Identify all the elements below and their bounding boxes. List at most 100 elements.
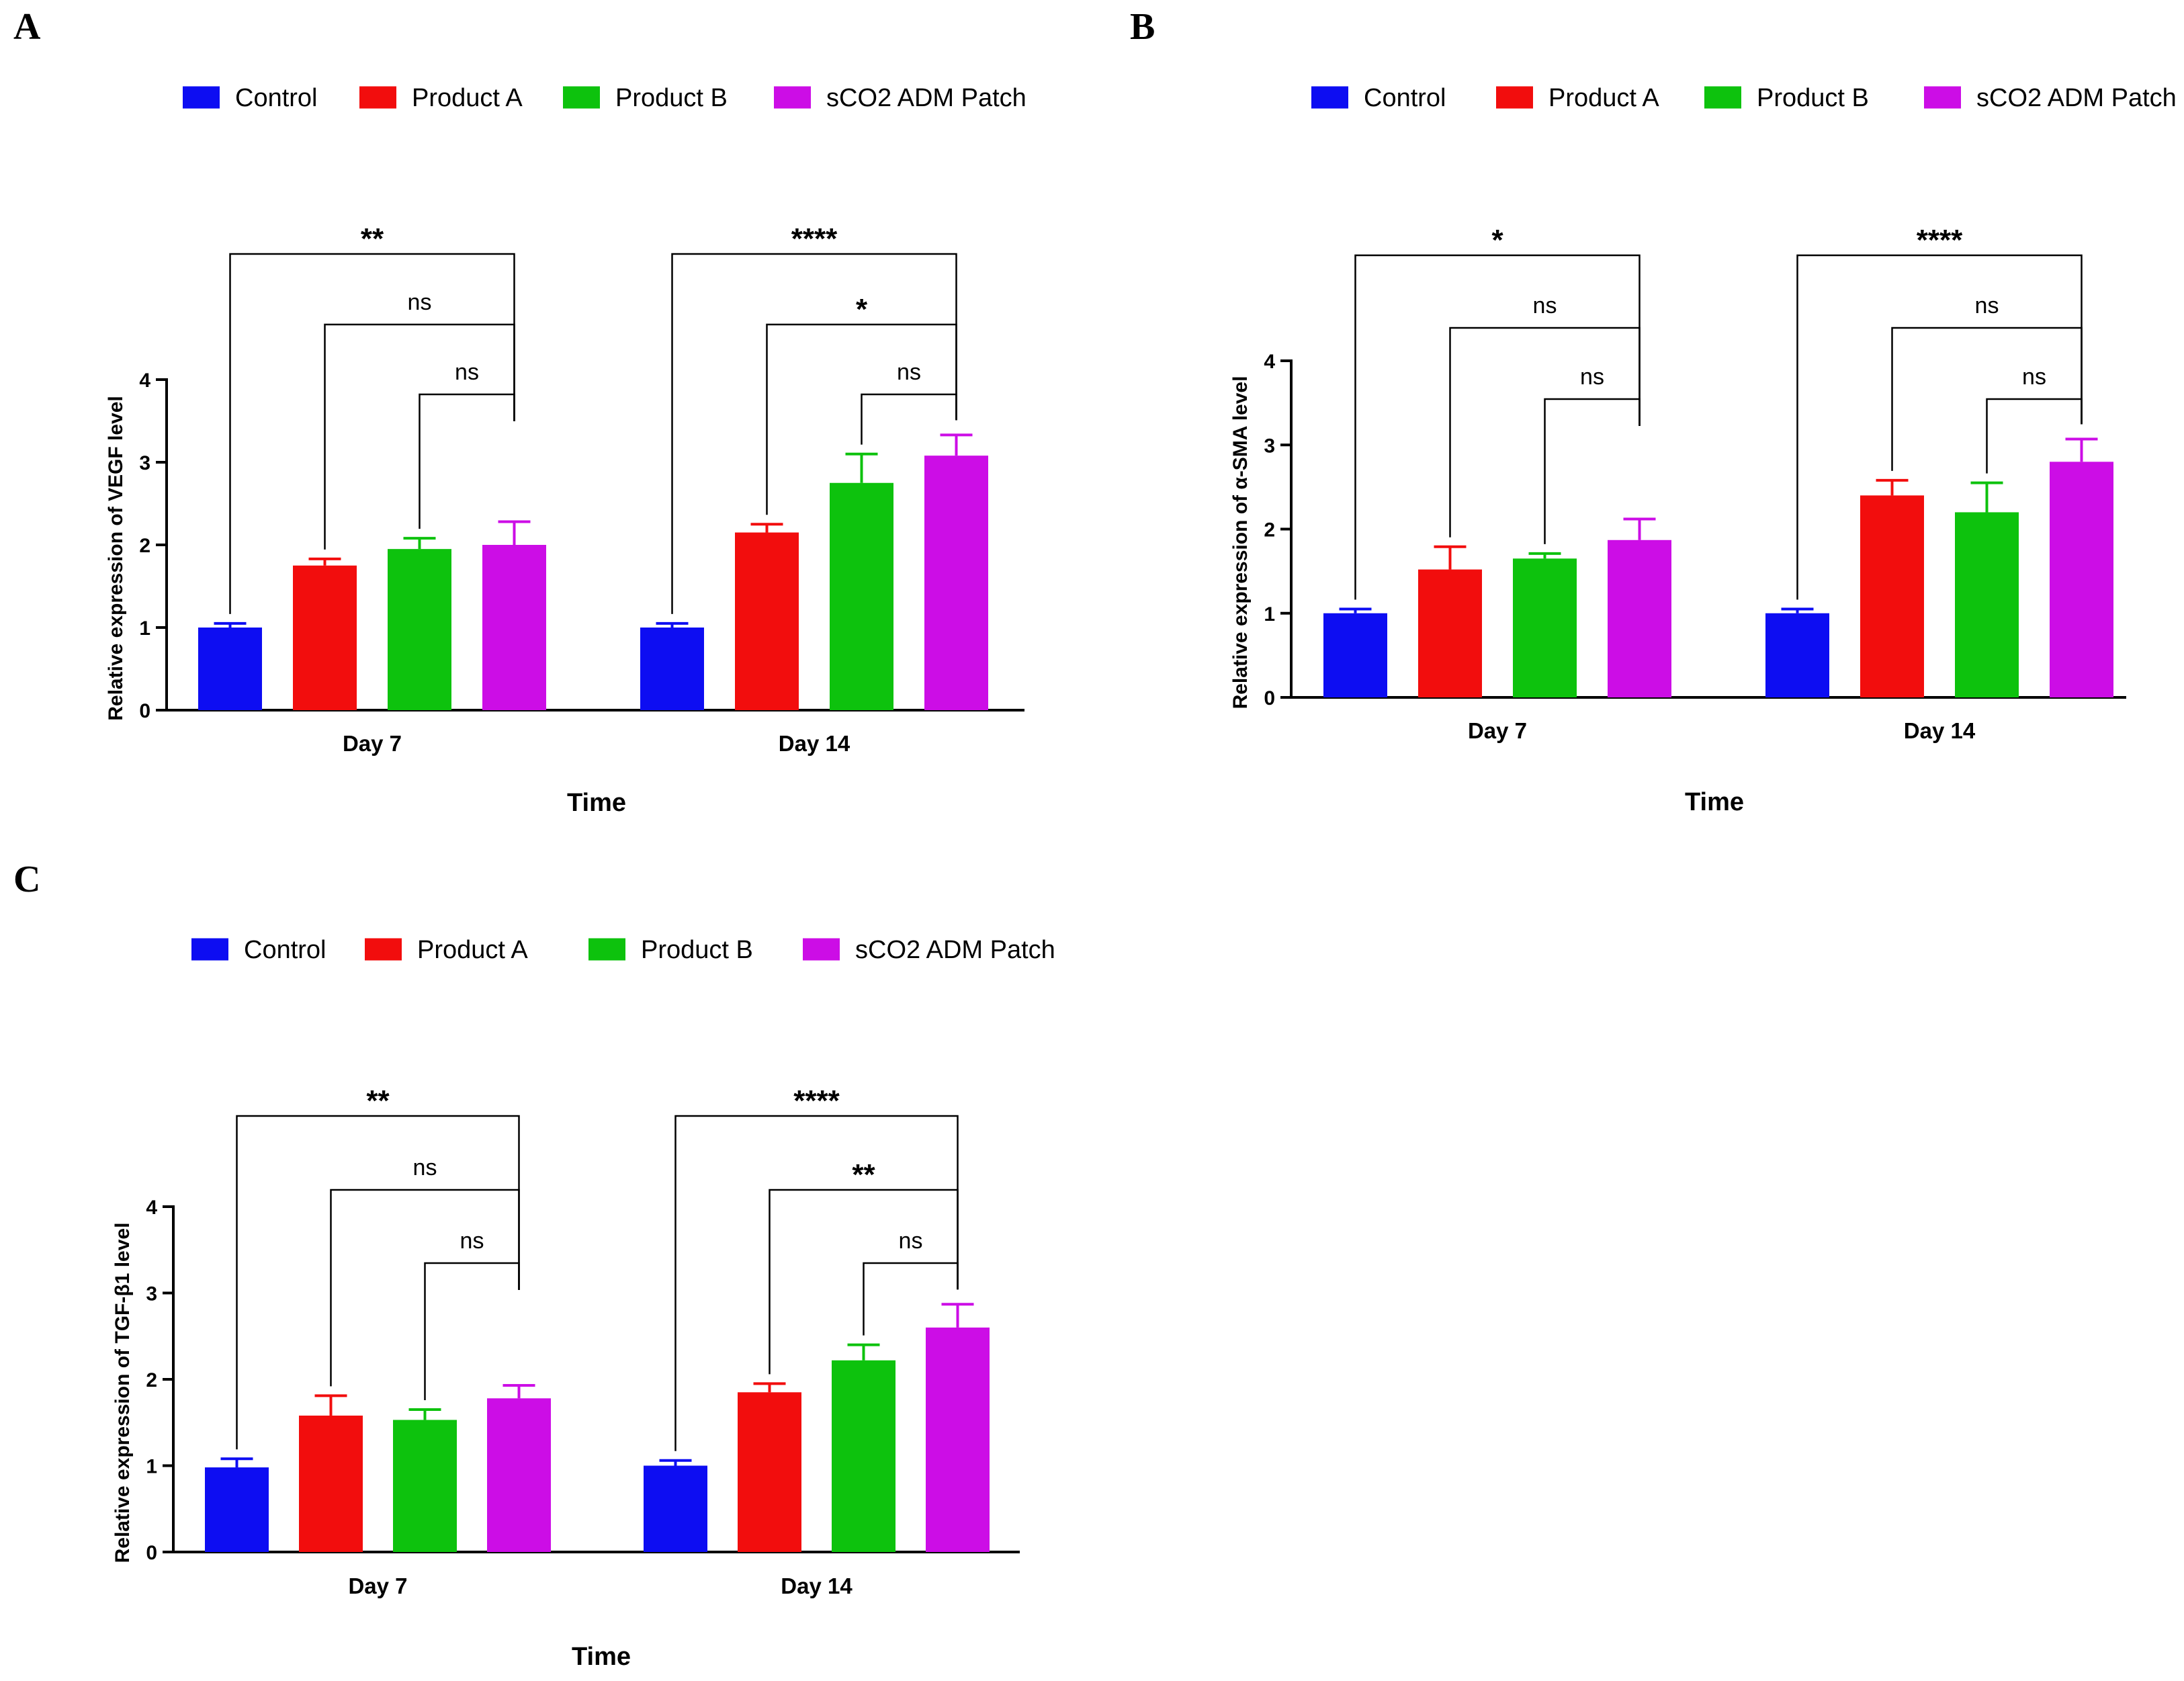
bar-product-b	[832, 1360, 896, 1552]
y-tick-label: 2	[139, 535, 150, 557]
legend-swatch-0	[1311, 86, 1348, 109]
significance-bracket	[1986, 398, 2083, 474]
bar-control	[640, 628, 704, 710]
significance-label: ns	[460, 1228, 484, 1254]
y-tick-label: 4	[146, 1197, 157, 1219]
bar-product-b	[830, 482, 893, 710]
chart-panel-b: B Control Product A Product B sCO2 ADM Patch…	[1130, 6, 2177, 816]
bar-control	[205, 1467, 269, 1552]
legend-swatch-3	[774, 86, 811, 109]
significance-label: ****	[1917, 224, 1963, 257]
legend-label: Control	[235, 84, 318, 112]
y-axis-label: Relative expression of TGF-β1 level	[112, 1223, 134, 1563]
y-tick-label: 0	[139, 700, 150, 722]
panel-letter: C	[13, 859, 40, 900]
significance-bracket	[674, 1115, 959, 1451]
bar-product-b	[1955, 512, 2019, 697]
legend-swatch-3	[803, 938, 840, 961]
legend-label: sCO2 ADM Patch	[1976, 84, 2177, 112]
y-axis-label: Relative expression of VEGF level	[105, 396, 127, 721]
y-axis-label: Relative expression of α-SMA level	[1229, 376, 1252, 709]
significance-bracket	[229, 253, 515, 614]
bar-product-b	[388, 549, 451, 710]
significance-label: ****	[791, 222, 838, 255]
significance-label: **	[852, 1158, 875, 1191]
significance-label: ns	[2022, 364, 2046, 390]
legend-label: Product B	[615, 84, 728, 112]
legend-label: Control	[244, 936, 326, 964]
significance-bracket	[330, 1189, 520, 1387]
y-tick-label: 3	[139, 452, 150, 474]
significance-label: *	[856, 293, 868, 326]
significance-label: ns	[1975, 293, 1999, 318]
bar-control	[1765, 613, 1829, 697]
significance-bracket	[861, 393, 957, 445]
bar-sco2-adm-patch	[2050, 462, 2113, 697]
chart-panel-c: C Control Product A Product B sCO2 ADM Patch…	[13, 859, 1055, 1671]
bar-sco2-adm-patch	[926, 1327, 990, 1552]
significance-bracket	[1544, 398, 1641, 544]
significance-label: **	[366, 1084, 390, 1117]
significance-bracket	[1796, 254, 2083, 600]
legend-label: sCO2 ADM Patch	[826, 84, 1027, 112]
legend-swatch-0	[183, 86, 220, 109]
bar-product-b	[1513, 558, 1577, 697]
y-tick-label: 1	[1264, 603, 1275, 626]
significance-bracket	[419, 393, 515, 529]
bar-sco2-adm-patch	[1608, 540, 1671, 697]
legend: Control Product A Product B sCO2 ADM Patch	[1311, 84, 2177, 112]
y-tick-label: 1	[146, 1456, 157, 1478]
legend-swatch-1	[1496, 86, 1533, 109]
bar-product-a	[299, 1415, 363, 1552]
x-category-label: Day 7	[343, 731, 402, 756]
chart-panel-a: A Control Product A Product B sCO2 ADM Patch…	[13, 6, 1027, 817]
significance-bracket	[671, 253, 957, 614]
y-tick-label: 3	[146, 1283, 157, 1305]
significance-label: ns	[413, 1155, 437, 1180]
significance-bracket	[236, 1115, 520, 1450]
legend-swatch-2	[588, 938, 625, 961]
y-tick-label: 0	[146, 1542, 157, 1564]
bar-product-a	[738, 1392, 801, 1552]
bar-product-a	[293, 565, 357, 710]
significance-label: ns	[897, 359, 921, 385]
bar-control	[1323, 613, 1387, 697]
significance-label: ns	[1533, 293, 1557, 318]
bar-control	[644, 1465, 707, 1552]
legend-label: Product B	[1757, 84, 1869, 112]
legend-swatch-1	[359, 86, 396, 109]
legend-swatch-3	[1924, 86, 1961, 109]
bar-product-a	[1418, 569, 1482, 697]
significance-bracket	[424, 1262, 520, 1400]
significance-bracket	[769, 1189, 959, 1375]
significance-bracket	[766, 323, 957, 515]
y-tick-label: 0	[1264, 687, 1275, 709]
significance-bracket	[1449, 327, 1641, 537]
x-category-label: Day 7	[1468, 718, 1527, 743]
significance-bracket	[324, 323, 515, 550]
legend: Control Product A Product B sCO2 ADM Patch	[191, 936, 1055, 964]
legend-swatch-2	[563, 86, 600, 109]
y-tick-label: 4	[139, 370, 150, 392]
significance-bracket	[1891, 327, 2083, 471]
bar-product-b	[393, 1420, 457, 1552]
significance-label: ns	[455, 359, 479, 385]
y-tick-label: 4	[1264, 351, 1275, 373]
y-tick-label: 2	[146, 1369, 157, 1391]
legend-label: Product A	[1548, 84, 1659, 112]
y-tick-label: 3	[1264, 435, 1275, 457]
significance-label: **	[361, 222, 384, 255]
x-axis-title: Time	[567, 789, 626, 817]
x-category-label: Day 7	[348, 1574, 407, 1598]
bar-product-a	[1860, 495, 1924, 697]
x-category-label: Day 14	[781, 1574, 853, 1598]
bar-sco2-adm-patch	[924, 456, 988, 710]
bar-control	[198, 628, 262, 710]
legend-label: Product A	[412, 84, 523, 112]
significance-label: ns	[1580, 364, 1604, 390]
bar-product-a	[735, 532, 799, 710]
x-category-label: Day 14	[1904, 718, 1976, 743]
significance-bracket	[1354, 254, 1641, 600]
significance-label: *	[1491, 224, 1503, 257]
